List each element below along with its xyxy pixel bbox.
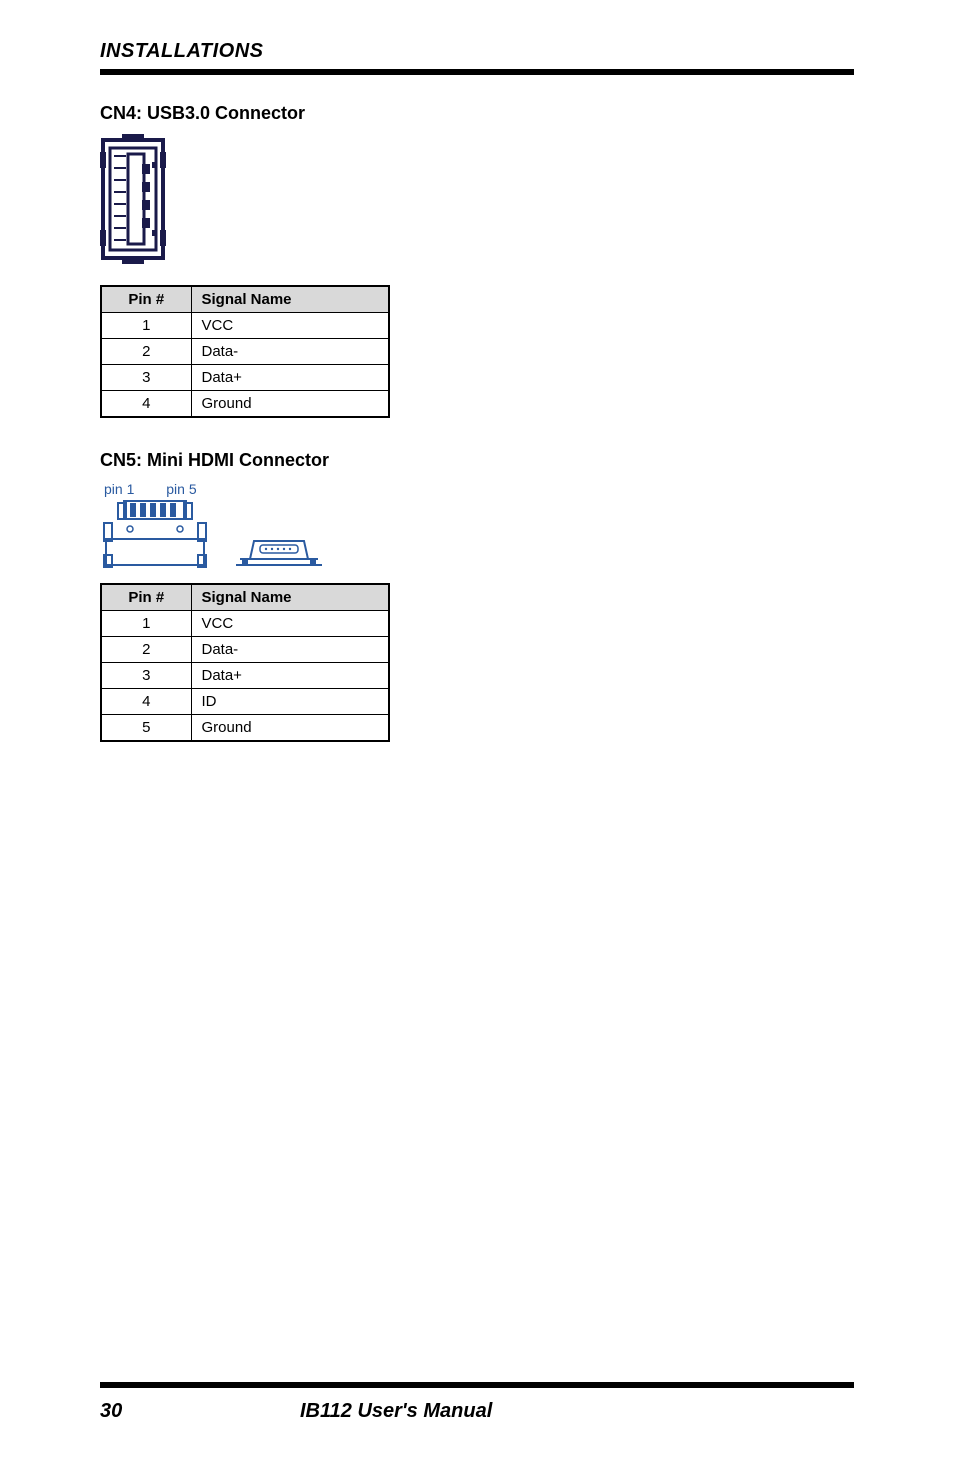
mini-hdmi-diagram: pin 1 pin 5 [100, 481, 854, 569]
header-rule [100, 69, 854, 75]
mini-hdmi-pin-table: Pin # Signal Name 1VCC 2Data- 3Data+ 4ID… [100, 583, 390, 742]
table-row: 3Data+ [101, 663, 389, 689]
table-row: 4ID [101, 689, 389, 715]
table-row: 1VCC [101, 611, 389, 637]
footer-rule [100, 1382, 854, 1388]
table-row: 1VCC [101, 313, 389, 339]
table-row: 2Data- [101, 637, 389, 663]
usb3-pin-table: Pin # Signal Name 1VCC 2Data- 3Data+ 4Gr… [100, 285, 390, 418]
table-row: 4Ground [101, 391, 389, 418]
pin5-label: pin 5 [166, 481, 196, 497]
table-header: Pin # [101, 584, 191, 611]
usb3-connector-diagram [100, 134, 854, 269]
footer-title: IB112 User's Manual [300, 1400, 492, 1423]
table-header: Pin # [101, 286, 191, 313]
page-header-title: INSTALLATIONS [100, 40, 854, 63]
section1-title: CN4: USB3.0 Connector [100, 103, 854, 124]
page-footer: 30 IB112 User's Manual [100, 1382, 854, 1423]
table-row: 5Ground [101, 715, 389, 742]
page-number: 30 [100, 1400, 300, 1423]
table-row: 2Data- [101, 339, 389, 365]
pin1-label: pin 1 [104, 481, 134, 497]
table-header: Signal Name [191, 286, 389, 313]
table-header: Signal Name [191, 584, 389, 611]
section2-title: CN5: Mini HDMI Connector [100, 450, 854, 471]
table-row: 3Data+ [101, 365, 389, 391]
